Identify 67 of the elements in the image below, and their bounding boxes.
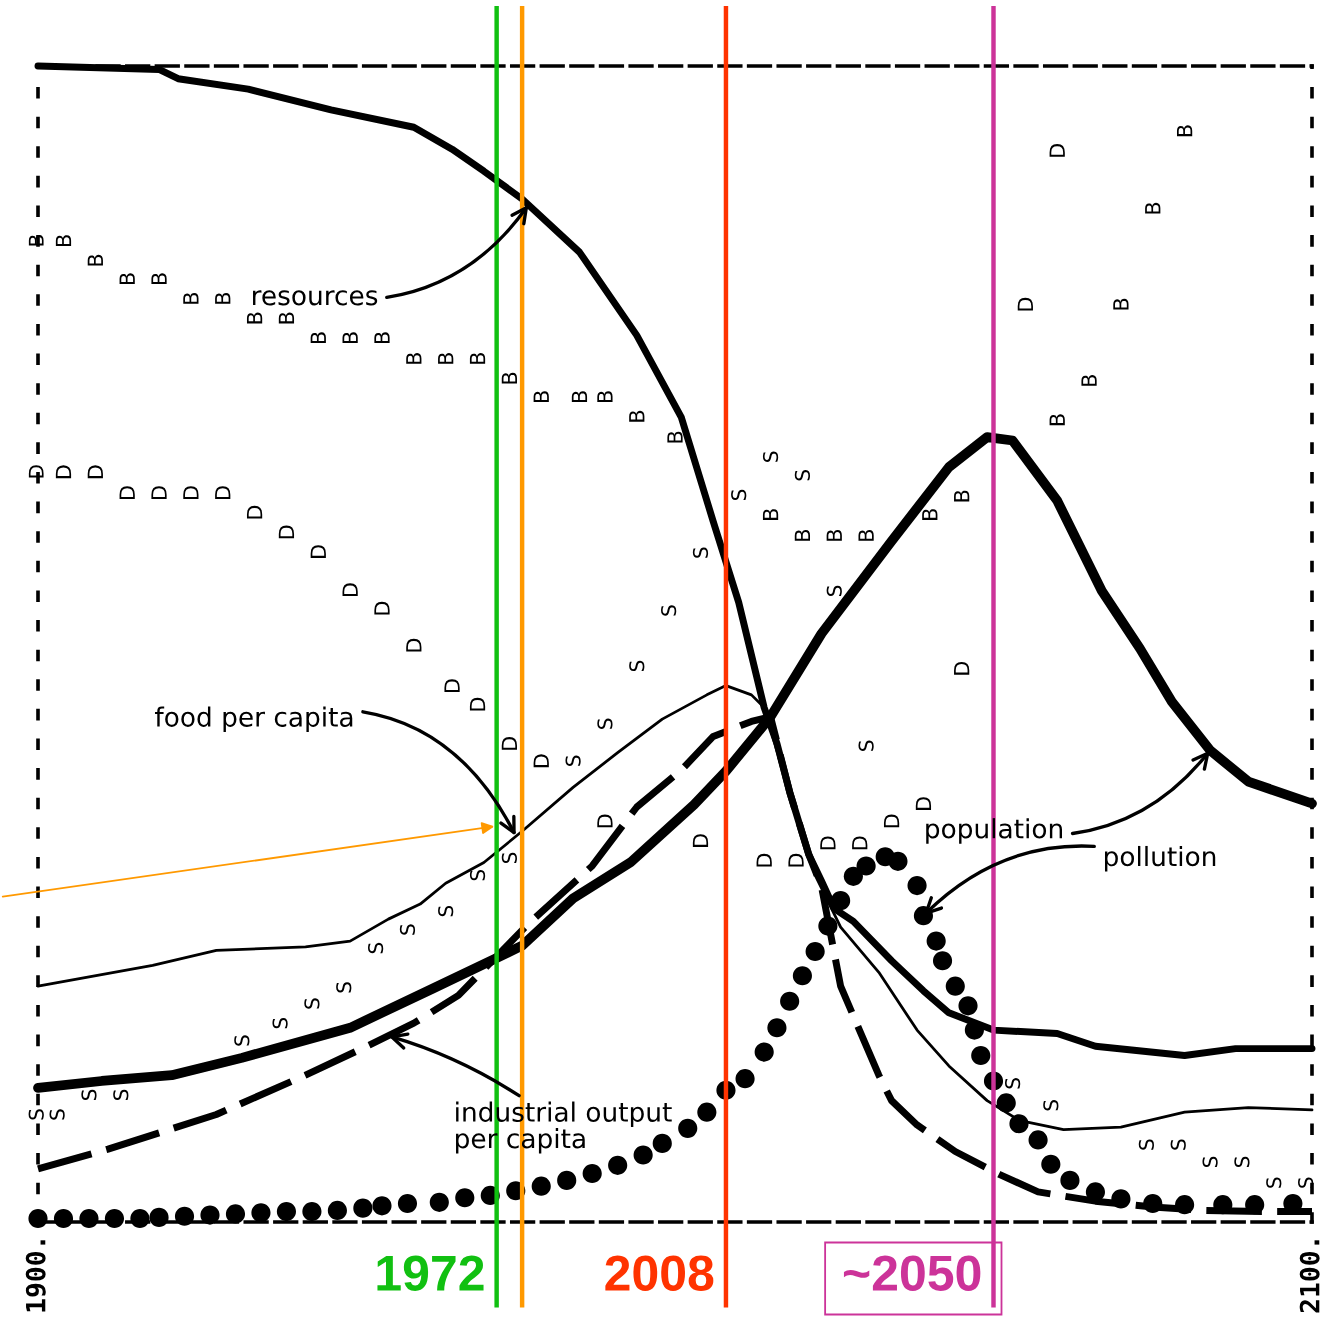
point bbox=[119, 273, 135, 285]
point bbox=[1145, 202, 1161, 214]
point bbox=[1049, 143, 1065, 157]
point bbox=[55, 465, 72, 479]
point bbox=[1049, 414, 1065, 426]
point bbox=[852, 836, 868, 850]
point bbox=[469, 697, 486, 711]
point bbox=[915, 797, 932, 810]
point bbox=[310, 545, 326, 558]
point bbox=[501, 852, 517, 864]
point bbox=[310, 332, 326, 344]
point bbox=[183, 486, 199, 499]
point bbox=[342, 332, 358, 344]
x-tick-label: 2100. bbox=[1299, 1240, 1320, 1313]
x-tick-label: 1900. bbox=[25, 1240, 46, 1312]
point bbox=[1202, 1156, 1218, 1168]
point bbox=[533, 391, 549, 403]
point bbox=[954, 490, 970, 502]
point bbox=[629, 660, 645, 672]
point bbox=[278, 312, 295, 324]
point bbox=[87, 465, 103, 479]
point bbox=[151, 486, 167, 499]
point bbox=[119, 486, 135, 499]
point bbox=[501, 372, 517, 384]
annotation: pollution bbox=[1104, 845, 1216, 872]
point bbox=[794, 529, 811, 541]
point bbox=[342, 583, 358, 597]
point bbox=[368, 942, 384, 954]
point bbox=[183, 292, 199, 304]
ref-line-label: 2008 bbox=[605, 1255, 714, 1291]
point bbox=[1176, 125, 1193, 137]
point bbox=[406, 638, 422, 652]
point bbox=[374, 332, 390, 344]
point bbox=[597, 391, 613, 403]
point bbox=[629, 410, 645, 422]
point bbox=[533, 754, 549, 768]
point bbox=[1017, 297, 1033, 311]
point bbox=[246, 312, 263, 324]
point bbox=[215, 292, 231, 304]
point bbox=[215, 486, 231, 499]
point bbox=[954, 661, 970, 675]
point bbox=[667, 431, 683, 443]
point bbox=[858, 529, 874, 541]
text: S bbox=[28, 1109, 44, 1120]
point bbox=[438, 905, 454, 917]
point bbox=[501, 737, 517, 750]
point bbox=[278, 525, 295, 539]
point bbox=[1234, 1156, 1250, 1168]
point bbox=[597, 814, 613, 828]
point bbox=[756, 853, 772, 867]
point bbox=[883, 814, 900, 828]
point bbox=[731, 489, 747, 501]
point bbox=[1113, 298, 1129, 310]
annotation: food per capita bbox=[155, 706, 353, 732]
point bbox=[820, 836, 836, 850]
point bbox=[87, 254, 103, 266]
point bbox=[374, 601, 390, 615]
ref-line-label: 1972 bbox=[377, 1255, 484, 1291]
point bbox=[692, 834, 709, 847]
point bbox=[246, 505, 263, 519]
point bbox=[151, 273, 167, 285]
point bbox=[826, 529, 842, 541]
annotation: resources bbox=[253, 290, 378, 306]
point bbox=[444, 679, 460, 693]
point bbox=[571, 391, 588, 403]
point bbox=[788, 853, 804, 867]
ref-line-label: ~2050 bbox=[843, 1255, 981, 1291]
